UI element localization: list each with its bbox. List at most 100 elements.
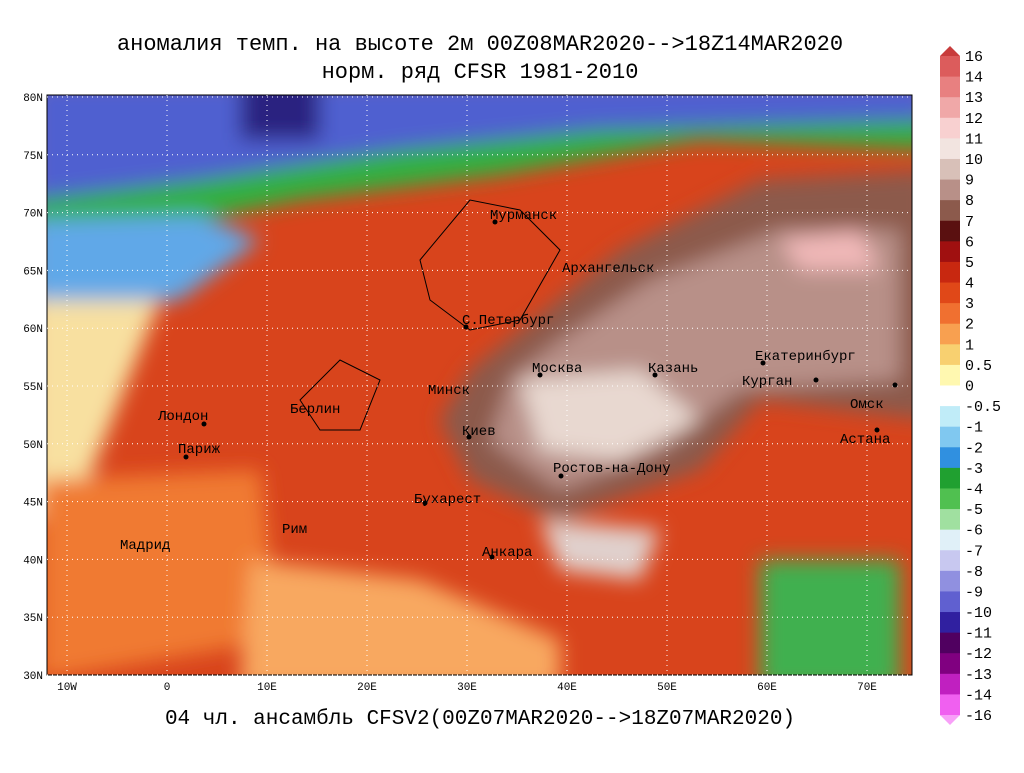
city-label: Екатеринбург (755, 348, 856, 365)
colorbar-label: -16 (965, 708, 992, 725)
colorbar-swatch (940, 323, 960, 345)
colorbar-swatch (940, 282, 960, 304)
colorbar-label: -11 (965, 626, 992, 643)
colorbar-swatch (940, 694, 960, 716)
colorbar-swatch (940, 447, 960, 469)
colorbar-swatch (940, 529, 960, 551)
footer: 04 чл. ансамбль CFSV2(00Z07MAR2020-->18Z… (165, 708, 795, 731)
colorbar-arrow (940, 46, 960, 56)
lat-label: 35N (23, 613, 43, 625)
colorbar-label: -12 (965, 646, 992, 663)
colorbar-label: 14 (965, 70, 983, 87)
colorbar-swatch (940, 76, 960, 98)
colorbar-swatch (940, 488, 960, 510)
colorbar-swatch (940, 138, 960, 160)
graticule: 10W 0 10E 20E 30E 40E 50E 60E 70E 80N 75N 70N 65N 60N… (23, 93, 912, 694)
city-label: Париж (178, 442, 221, 458)
colorbar-swatch (940, 550, 960, 572)
colorbar-swatch (940, 406, 960, 428)
lon-label: 10W (57, 682, 77, 694)
lat-label: 55N (23, 382, 43, 394)
city-label: Мадрид (120, 538, 170, 554)
lon-label: 20E (357, 682, 377, 694)
colorbar-label: 0.5 (965, 358, 992, 375)
colorbar-label: -10 (965, 605, 992, 622)
city-label: Москва (532, 361, 582, 377)
lon-label: 70E (857, 682, 877, 694)
colorbar-swatch (940, 97, 960, 119)
city-label: Берлин (290, 402, 340, 418)
colorbar-label: 5 (965, 255, 974, 272)
colorbar-swatch (940, 179, 960, 201)
lat-label: 80N (23, 93, 43, 105)
colorbar-label: -9 (965, 584, 983, 601)
city-label: Минск (428, 383, 470, 399)
colorbar-label: 6 (965, 234, 974, 251)
lon-label: 10E (257, 682, 277, 694)
colorbar-label: -4 (965, 481, 983, 498)
colorbar-swatch (940, 261, 960, 284)
colorbar-swatch (940, 344, 960, 366)
colorbar-swatch (940, 364, 960, 386)
cities: Мурманск Архангельск С.Петербург Москва … (120, 208, 898, 561)
city-label: Анкара (482, 545, 532, 561)
colorbar-label: 3 (965, 296, 974, 313)
lat-label: 30N (23, 671, 43, 683)
city-label: Омск (850, 397, 884, 413)
colorbar-label: -2 (965, 440, 983, 457)
city-label: Курган (742, 374, 792, 390)
title-line1: аномалия темп. на высоте 2м 00Z08MAR2020… (117, 32, 843, 57)
colorbar-label: 11 (965, 131, 983, 148)
city-label: Ростов-на-Дону (553, 461, 671, 477)
colorbar-label: 2 (965, 317, 974, 334)
lat-label: 65N (23, 266, 43, 278)
title-line2: норм. ряд CFSR 1981-2010 (322, 60, 639, 85)
colorbar-label: 7 (965, 214, 974, 231)
colorbar-arrow (940, 715, 960, 725)
colorbar-swatch (940, 56, 960, 78)
colorbar-label: 1 (965, 337, 974, 354)
colorbar-swatch (940, 612, 960, 634)
colorbar-label: 8 (965, 193, 974, 210)
lon-label: 50E (657, 682, 677, 694)
colorbar-swatch (940, 591, 960, 613)
colorbar-swatch (940, 653, 960, 675)
colorbar-label: -3 (965, 461, 983, 478)
colorbar-label: -14 (965, 687, 992, 704)
lat-label: 50N (23, 440, 43, 452)
colorbar-label: -1 (965, 420, 983, 437)
lat-label: 40N (23, 555, 43, 567)
colorbar-swatch (940, 426, 960, 448)
city-label: Астана (840, 432, 890, 448)
colorbar-label: -7 (965, 543, 983, 560)
colorbar-swatch (940, 467, 960, 489)
colorbar-label: -8 (965, 564, 983, 581)
colorbar-label: -6 (965, 523, 983, 540)
lat-label: 45N (23, 498, 43, 510)
lat-label: 75N (23, 151, 43, 163)
colorbar-swatch (940, 632, 960, 654)
city-label: Мурманск (490, 208, 557, 224)
colorbar-label: -0.5 (965, 399, 1001, 416)
city-label: Архангельск (562, 261, 654, 277)
lat-label: 60N (23, 324, 43, 336)
colorbar-swatch (940, 220, 960, 242)
city-label: Лондон (157, 409, 208, 425)
colorbar-swatch (940, 117, 960, 139)
city-label: Рим (282, 522, 307, 538)
lon-label: 0 (164, 682, 171, 694)
colorbar-label: 4 (965, 276, 974, 293)
lon-label: 60E (757, 682, 777, 694)
colorbar-swatch (940, 303, 960, 325)
colorbar-label: 0 (965, 379, 974, 396)
colorbar-label: -5 (965, 502, 983, 519)
colorbar-swatch (940, 385, 960, 407)
colorbar-swatch (940, 200, 960, 222)
colorbar-swatch (940, 570, 960, 592)
colorbar-swatch (940, 241, 960, 263)
city-label: Бухарест (414, 492, 481, 508)
lon-label: 30E (457, 682, 477, 694)
colorbar-label: 13 (965, 90, 983, 107)
city-label: С.Петербург (462, 312, 554, 329)
